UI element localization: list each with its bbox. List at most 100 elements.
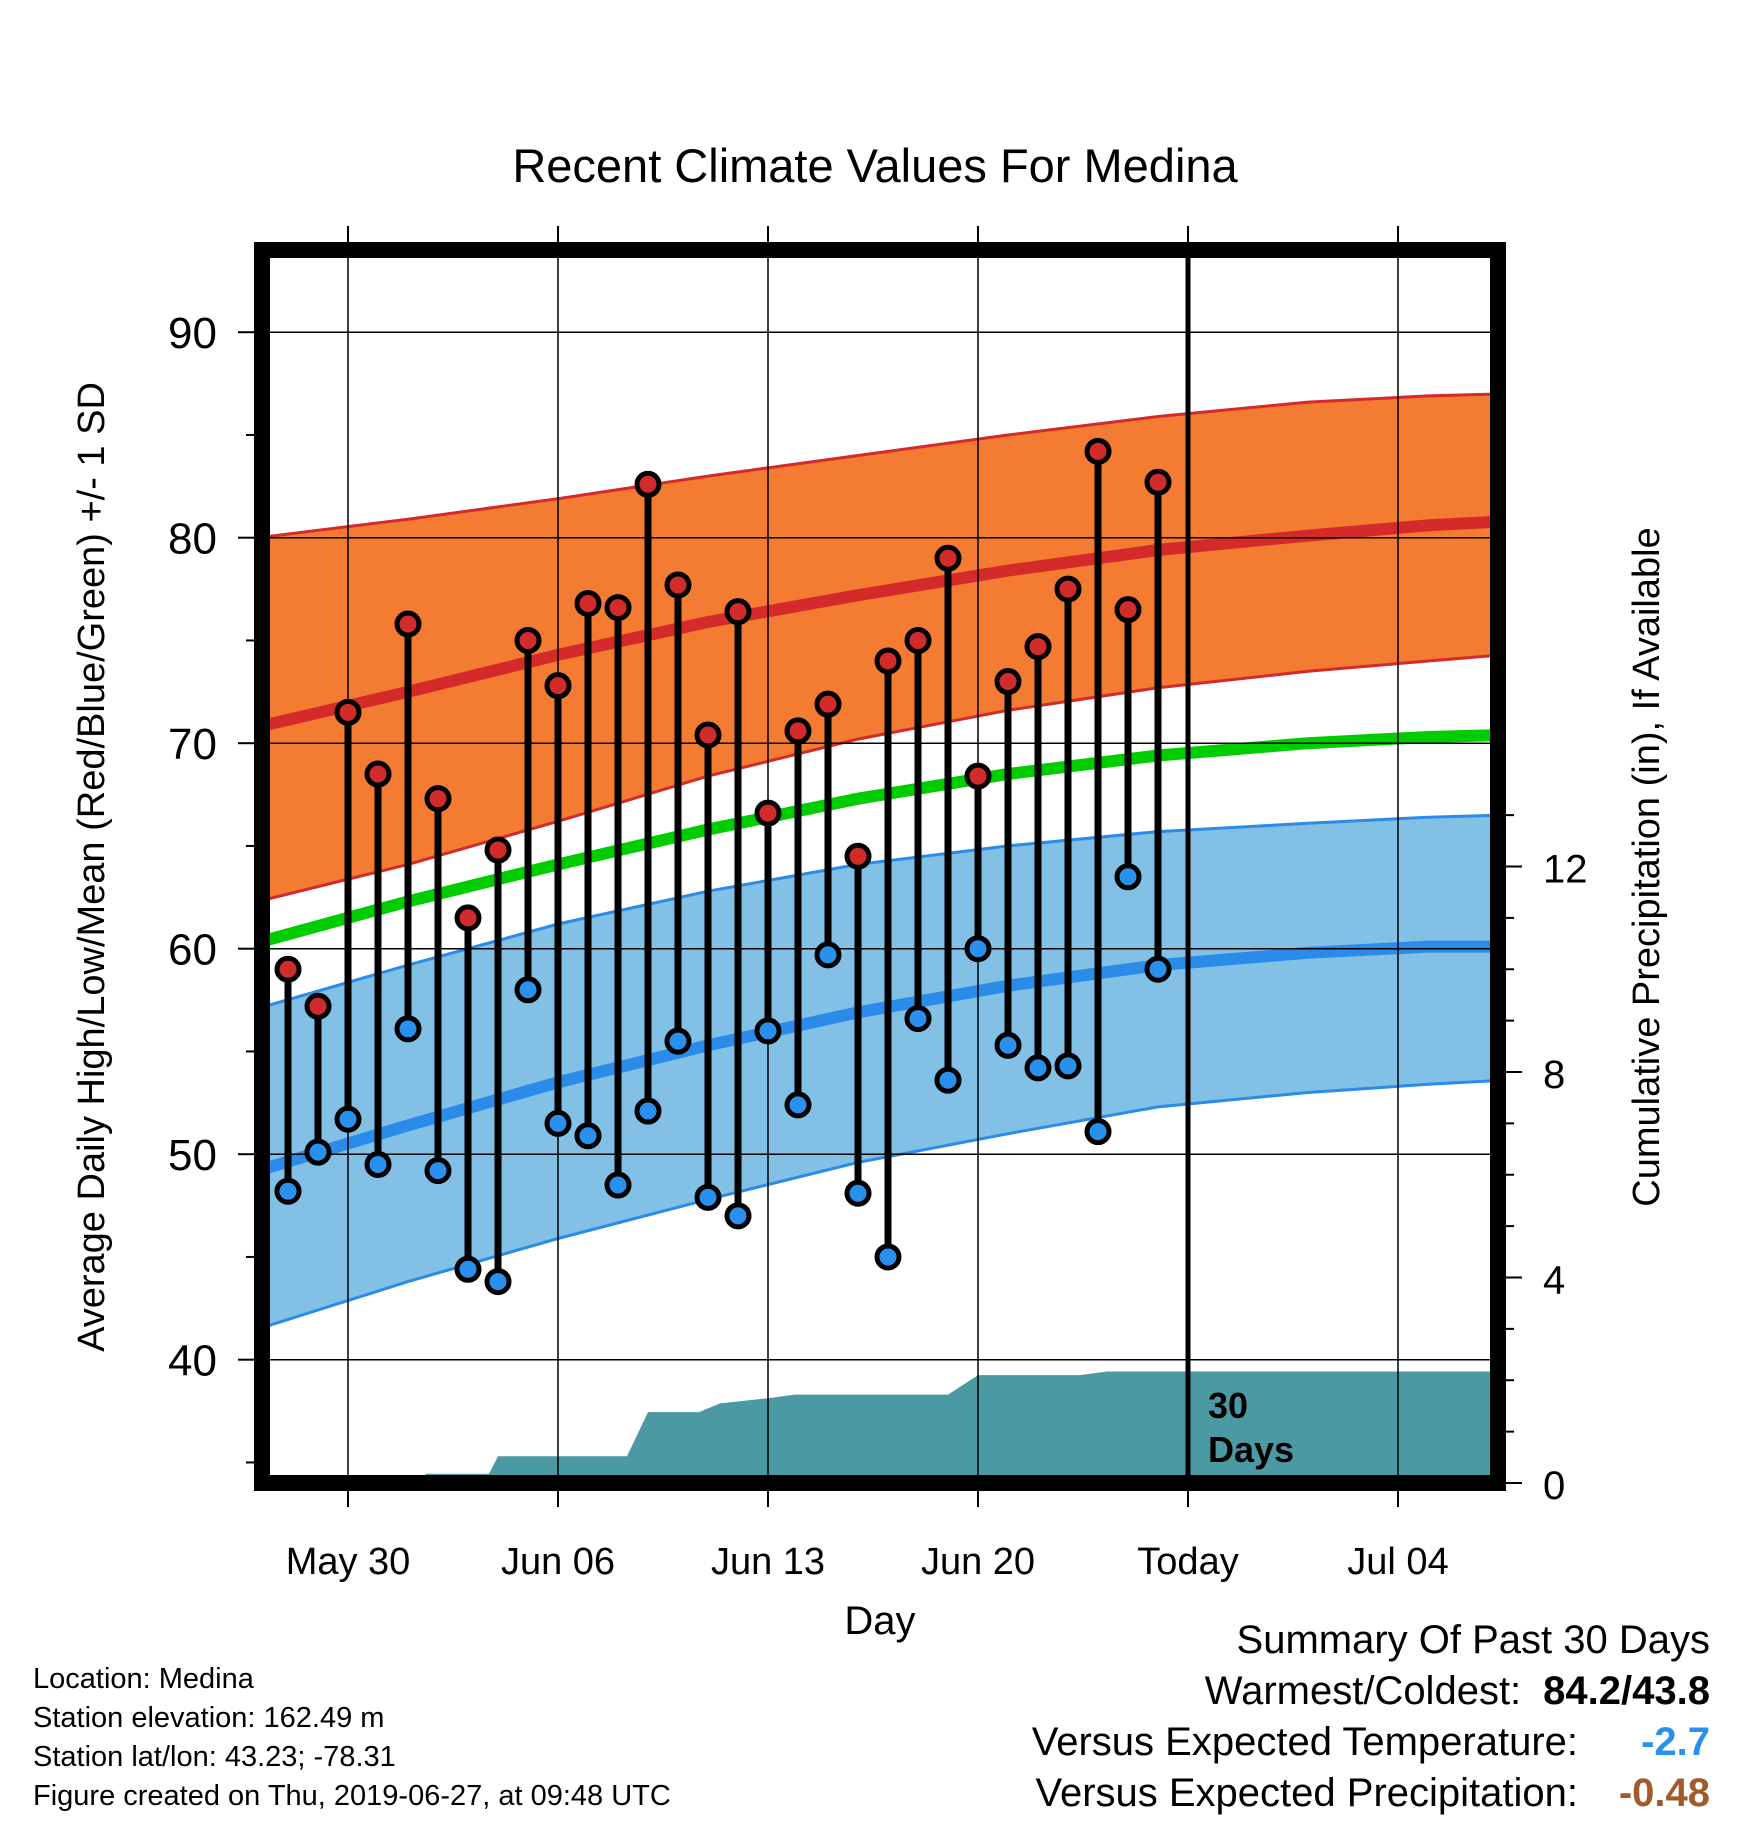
daily-high-point (634, 470, 662, 498)
daily-low-point (544, 1109, 572, 1137)
y2-tick-label: 8 (1543, 1053, 1565, 1097)
today-days-label: 30 (1208, 1385, 1248, 1426)
daily-high-point (1144, 468, 1172, 496)
daily-low-point (424, 1157, 452, 1185)
daily-low-point (454, 1255, 482, 1283)
x-tick-label: Jun 20 (921, 1541, 1035, 1583)
precip-diff-label: Versus Expected Precipitation: (1035, 1771, 1578, 1815)
daily-high-point (934, 544, 962, 572)
daily-low-point (784, 1091, 812, 1119)
y-tick-label: 50 (168, 1131, 217, 1180)
today-days-label-2: Days (1208, 1429, 1294, 1470)
daily-low-point (694, 1183, 722, 1211)
daily-high-point (1024, 633, 1052, 661)
daily-high-point (364, 760, 392, 788)
normal-low-mean-line (262, 940, 1498, 1176)
daily-high-point (304, 992, 332, 1020)
y-tick-label: 90 (168, 309, 217, 358)
daily-low-point (994, 1031, 1022, 1059)
daily-high-point (334, 698, 362, 726)
y-axis-label: Average Daily High/Low/Mean (Red/Blue/Gr… (71, 382, 113, 1352)
daily-low-point (1024, 1054, 1052, 1082)
cumulative-precip-area (262, 1371, 1498, 1483)
daily-low-point (1054, 1052, 1082, 1080)
y-tick-label: 80 (168, 515, 217, 564)
y2-tick-label: 0 (1543, 1464, 1565, 1508)
temp-diff-label: Versus Expected Temperature: (1031, 1720, 1578, 1764)
location-text: Location: Medina (33, 1663, 254, 1695)
daily-low-point (484, 1268, 512, 1296)
summary-heading: Summary Of Past 30 Days (1236, 1618, 1710, 1662)
daily-high-point (574, 589, 602, 617)
daily-low-point (814, 941, 842, 969)
daily-high-point (994, 668, 1022, 696)
daily-high-point (814, 690, 842, 718)
daily-high-point (424, 785, 452, 813)
daily-high-point (394, 610, 422, 638)
normal-mean-line (262, 729, 1498, 948)
warmest-coldest-label: Warmest/Coldest: (1204, 1669, 1522, 1713)
daily-high-point (724, 598, 752, 626)
daily-high-point (274, 955, 302, 983)
warmest-coldest-value: 84.2/43.8 (1543, 1669, 1710, 1713)
normal-high-upper-line (262, 392, 1498, 539)
daily-low-point (904, 1005, 932, 1033)
daily-high-point (664, 571, 692, 599)
elevation-text: Station elevation: 162.49 m (33, 1702, 385, 1734)
chart-title: Recent Climate Values For Medina (512, 139, 1238, 192)
normal-high-mean-line (262, 515, 1498, 733)
daily-high-point (874, 647, 902, 675)
temp-diff-value: -2.7 (1641, 1720, 1710, 1764)
daily-high-point (454, 904, 482, 932)
daily-high-point (754, 799, 782, 827)
daily-low-point (754, 1017, 782, 1045)
daily-high-point (904, 626, 932, 654)
daily-high-point (1054, 575, 1082, 603)
daily-low-point (1114, 863, 1142, 891)
precip-diff-value: -0.48 (1618, 1771, 1710, 1815)
y-tick-label: 40 (168, 1337, 217, 1386)
precip-diff-row: Versus Expected Precipitation: -0.48 (1032, 1768, 1710, 1819)
daily-low-point (664, 1027, 692, 1055)
daily-low-point (874, 1243, 902, 1271)
daily-low-point (964, 935, 992, 963)
daily-high-point (784, 717, 812, 745)
daily-high-point (604, 594, 632, 622)
x-tick-label: May 30 (286, 1541, 411, 1583)
latlon-text: Station lat/lon: 43.23; -78.31 (33, 1741, 396, 1773)
daily-high-point (1114, 596, 1142, 624)
daily-low-point (574, 1122, 602, 1150)
daily-low-point (394, 1015, 422, 1043)
daily-low-point (634, 1097, 662, 1125)
x-tick-label: Jul 04 (1347, 1541, 1448, 1583)
summary-panel: Summary Of Past 30 Days Warmest/Coldest:… (1032, 1615, 1710, 1819)
daily-low-point (934, 1066, 962, 1094)
daily-high-point (544, 672, 572, 700)
daily-high-point (1084, 437, 1112, 465)
station-info: Location: Medina Station elevation: 162.… (33, 1660, 671, 1816)
x-tick-label: Jun 13 (711, 1541, 825, 1583)
x-tick-label: Today (1137, 1541, 1238, 1583)
daily-low-point (1144, 955, 1172, 983)
created-text: Figure created on Thu, 2019-06-27, at 09… (33, 1780, 671, 1812)
daily-low-point (334, 1105, 362, 1133)
daily-high-point (514, 626, 542, 654)
daily-high-point (694, 721, 722, 749)
x-tick-label: Jun 06 (501, 1541, 615, 1583)
y2-tick-label: 4 (1543, 1259, 1565, 1303)
daily-high-point (484, 836, 512, 864)
daily-high-point (844, 842, 872, 870)
y-tick-label: 60 (168, 926, 217, 975)
normal-low-lower-line (262, 1078, 1498, 1330)
normal-low-upper-line (262, 813, 1498, 1009)
normal-high-lower-line (262, 653, 1498, 902)
y2-tick-label: 12 (1543, 848, 1588, 892)
daily-high-point (964, 762, 992, 790)
daily-low-point (604, 1171, 632, 1199)
daily-low-point (514, 976, 542, 1004)
y2-axis-label: Cumulative Precipitation (in), If Availa… (1626, 527, 1668, 1206)
temp-diff-row: Versus Expected Temperature: -2.7 (1032, 1717, 1710, 1768)
plot-frame (254, 242, 1506, 1491)
daily-low-point (304, 1138, 332, 1166)
